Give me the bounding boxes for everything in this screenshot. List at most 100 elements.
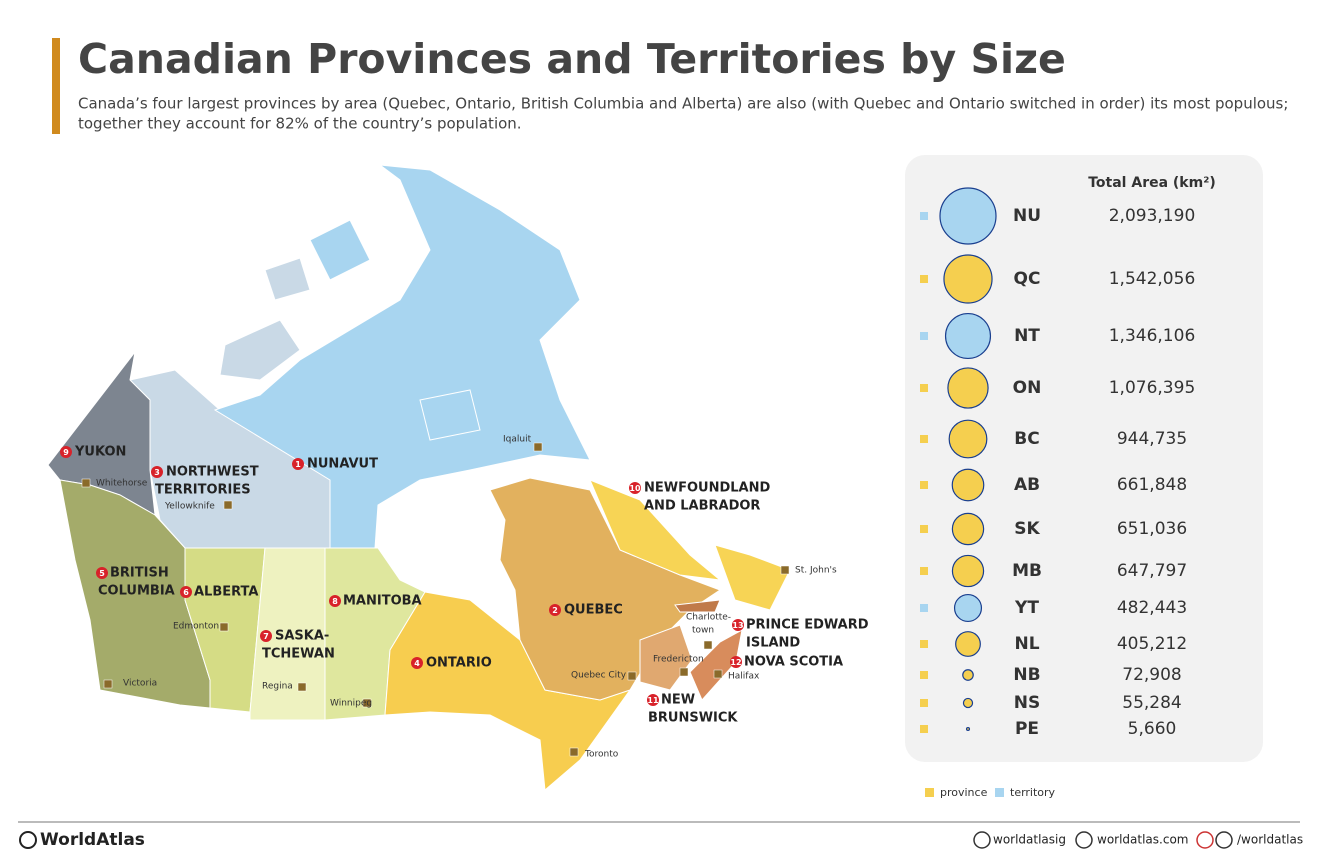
abbreviation: AB	[1014, 475, 1040, 495]
area: 944,735	[1117, 429, 1187, 449]
region-name: MANITOBA	[343, 594, 422, 609]
area: 482,443	[1117, 598, 1187, 618]
region-marker	[549, 604, 561, 616]
subtitle: Canada’s four largest provinces by area …	[78, 95, 1288, 113]
abbreviation: QC	[1014, 269, 1041, 289]
flag	[943, 254, 993, 304]
abbreviation: NL	[1014, 634, 1039, 654]
capital-dot	[103, 679, 113, 689]
region-number: 4	[414, 659, 420, 668]
region-number: 12	[730, 658, 741, 667]
area: 1,076,395	[1109, 378, 1196, 398]
area: 72,908	[1122, 665, 1181, 685]
table-panel	[905, 155, 1263, 762]
region-name: PRINCE EDWARD	[746, 618, 869, 633]
type-swatch	[920, 384, 928, 392]
flag	[955, 631, 981, 657]
nunavut	[213, 164, 591, 549]
footer-link[interactable]: worldatlasig	[993, 833, 1066, 847]
type-swatch	[920, 275, 928, 283]
title: Canadian Provinces and Territories by Si…	[78, 35, 1066, 83]
region-name: BRITISH	[110, 566, 169, 581]
flag	[948, 419, 988, 459]
cursor-icon	[1075, 831, 1093, 849]
nova-scotia	[689, 629, 743, 701]
region-marker	[411, 657, 423, 669]
type-swatch	[920, 212, 928, 220]
legend-swatch	[995, 788, 1004, 797]
capital-name: Fredericton	[653, 655, 704, 665]
area: 5,660	[1128, 719, 1177, 739]
area: 661,848	[1117, 475, 1187, 495]
flag	[953, 593, 983, 623]
region-number: 1	[295, 460, 301, 469]
saskatchewan	[249, 547, 326, 721]
type-swatch	[920, 525, 928, 533]
type-swatch	[920, 671, 928, 679]
type-swatch	[920, 567, 928, 575]
flag	[951, 512, 985, 546]
region-name: QUEBEC	[564, 603, 623, 618]
region-number: 13	[732, 621, 743, 630]
region-name: NORTHWEST	[166, 465, 259, 480]
newfoundland	[714, 544, 791, 611]
capital-labels: Whitehorse Yellowknife Iqaluit Edmonton Vict…	[81, 435, 837, 760]
capital-dot	[679, 667, 689, 677]
capital-dot	[362, 698, 372, 708]
region-name: NEWFOUNDLAND	[644, 481, 770, 496]
region-name: AND LABRADOR	[644, 499, 760, 514]
capital-name: Regina	[262, 682, 293, 692]
capital-dot	[81, 478, 91, 488]
abbreviation: NU	[1013, 206, 1041, 226]
area: 2,093,190	[1109, 206, 1196, 226]
type-swatch	[920, 725, 928, 733]
subtitle: together they account for 82% of the cou…	[78, 115, 522, 133]
region-name: NEW	[661, 693, 695, 708]
region-marker	[647, 694, 659, 706]
prince-edward-island	[674, 599, 721, 613]
area: 1,346,106	[1109, 326, 1196, 346]
capital-name: Toronto	[584, 750, 619, 760]
capital-name: Iqaluit	[503, 435, 532, 445]
region-marker	[151, 466, 163, 478]
capital-dot	[780, 565, 790, 575]
island	[309, 219, 371, 281]
footer-link[interactable]: worldatlas.com	[1097, 833, 1188, 847]
flag	[944, 312, 992, 360]
region-number: 9	[63, 448, 69, 457]
region-number: 5	[99, 569, 105, 578]
type-swatch	[920, 481, 928, 489]
area: 55,284	[1122, 693, 1181, 713]
abbreviation: YT	[1014, 598, 1039, 618]
region-number: 8	[332, 597, 338, 606]
region-name: ISLAND	[746, 636, 800, 651]
capital-dot	[713, 669, 723, 679]
region-marker	[732, 619, 744, 631]
flag	[951, 468, 985, 502]
abbreviation: MB	[1012, 561, 1042, 581]
footer-link[interactable]: /worldatlas	[1237, 833, 1303, 847]
region-name: NUNAVUT	[307, 457, 378, 472]
region-labels: 1 NUNAVUT 2 QUEBEC 3 NORTHWEST TERRITORIES 4 ONT…	[60, 445, 869, 726]
capital-name: Charlotte-	[686, 613, 731, 623]
region-marker	[730, 656, 742, 668]
abbreviation: ON	[1013, 378, 1042, 398]
facebook-icon	[1215, 831, 1233, 849]
abbreviation: SK	[1014, 519, 1040, 539]
capital-dot	[223, 500, 233, 510]
brand: WorldAtlas	[40, 830, 145, 850]
abbreviation: BC	[1014, 429, 1039, 449]
capital-name: Halifax	[728, 672, 760, 682]
region-number: 6	[183, 588, 189, 597]
region-marker	[629, 482, 641, 494]
area: 651,036	[1117, 519, 1187, 539]
abbreviation: NS	[1014, 693, 1040, 713]
flag	[939, 187, 997, 245]
youtube-icon	[1196, 831, 1214, 849]
capital-name: Edmonton	[173, 622, 219, 632]
region-name: NOVA SCOTIA	[744, 655, 843, 670]
region-number: 3	[154, 468, 160, 477]
region-marker	[60, 446, 72, 458]
capital-name: Victoria	[123, 679, 157, 689]
type-swatch	[920, 435, 928, 443]
